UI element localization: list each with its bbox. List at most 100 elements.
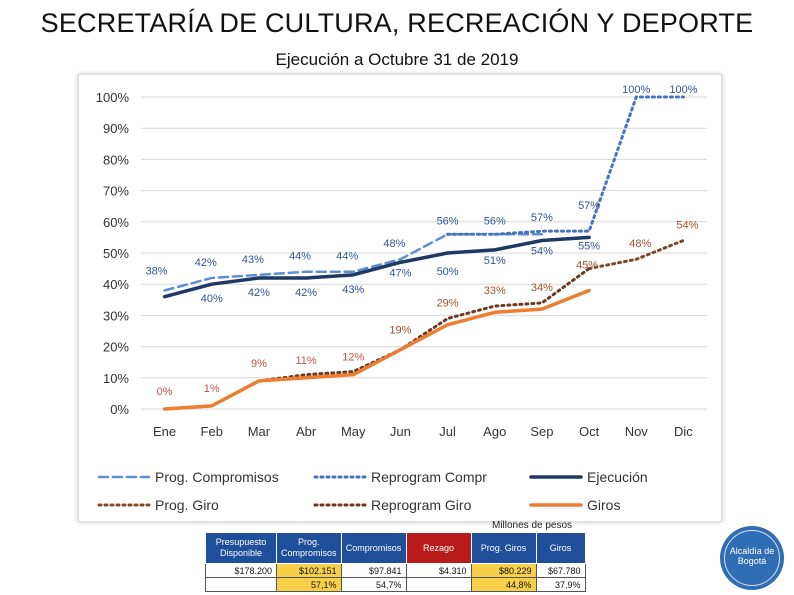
ejecucion-data-label: 40% bbox=[201, 293, 223, 305]
summary-header-row: Presupuesto Disponible Prog. Compromisos… bbox=[205, 532, 586, 564]
y-axis-ticks: 0% 10% 20% 30% 40% 50% 60% 70% 80% 90% 100% bbox=[96, 90, 130, 417]
prog-giro-legend-label: Prog. Giro bbox=[155, 497, 219, 513]
units-note: Millones de pesos bbox=[492, 520, 573, 531]
prog-compromisos-data-label: 42% bbox=[195, 257, 217, 269]
x-tick-label: Sep bbox=[530, 424, 553, 439]
reprogram-compro-legend-label: Reprogram Compr bbox=[371, 469, 487, 485]
reprogram-giro-legend-label: Reprogram Giro bbox=[371, 497, 472, 513]
y-tick-label: 10% bbox=[103, 371, 129, 386]
prog-compromisos-data-label: 48% bbox=[383, 238, 405, 250]
reprogram-compro-data-label: 100% bbox=[622, 84, 650, 96]
reprogram-giro-line bbox=[163, 267, 591, 411]
y-tick-label: 0% bbox=[110, 402, 129, 417]
ejecucion-data-label: 51% bbox=[484, 255, 506, 267]
x-tick-label: Jul bbox=[439, 424, 456, 439]
ejecucion-data-label: 42% bbox=[295, 287, 317, 299]
prog-compromisos-data-label: 44% bbox=[336, 251, 358, 263]
x-tick-label: Ene bbox=[153, 424, 176, 439]
y-tick-label: 90% bbox=[103, 121, 129, 136]
y-tick-label: 100% bbox=[96, 90, 130, 105]
ejecucion-data-label: 42% bbox=[248, 287, 270, 299]
x-tick-label: May bbox=[341, 424, 366, 439]
percent-prog-compromisos: 57,1% bbox=[276, 577, 342, 592]
header-prog-giros: Prog. Giros bbox=[470, 532, 537, 564]
x-tick-label: Oct bbox=[579, 424, 600, 439]
header-giros: Giros bbox=[535, 532, 586, 564]
giros-data-label: 11% bbox=[295, 355, 316, 367]
page-subtitle: Ejecución a Octubre 31 de 2019 bbox=[275, 50, 519, 69]
value-presupuesto: $178.200 bbox=[205, 563, 277, 578]
percent-prog-giros: 44,8% bbox=[470, 577, 537, 592]
header-compromisos: Compromisos bbox=[340, 532, 407, 564]
summary-values-row: $178.200 $102.151 $97.841 $4.310 $80.229… bbox=[205, 563, 586, 578]
ejecucion-data-label: 55% bbox=[578, 240, 600, 252]
y-tick-label: 50% bbox=[103, 246, 129, 261]
ejecucion-data-label: 54% bbox=[531, 246, 553, 258]
prog-giro-line bbox=[587, 239, 685, 271]
value-rezago: $4.310 bbox=[405, 563, 472, 578]
value-compromisos: $97.841 bbox=[340, 563, 407, 578]
chart-grid bbox=[141, 96, 707, 410]
page-title: SECRETARÍA DE CULTURA, RECREACIÓN Y DEPO… bbox=[40, 8, 754, 38]
percent-presupuesto bbox=[205, 577, 277, 592]
ejecucion-data-label: 50% bbox=[437, 266, 459, 278]
header-prog-compromisos: Prog. Compromisos bbox=[276, 532, 342, 564]
y-tick-label: 40% bbox=[103, 277, 129, 292]
reprogram-giro-data-label: 33% bbox=[484, 285, 506, 297]
prog-compromisos-legend-label: Prog. Compromisos bbox=[155, 469, 279, 485]
series-lines bbox=[162, 95, 685, 411]
y-tick-label: 20% bbox=[103, 340, 129, 355]
chart-panel: 0% 10% 20% 30% 40% 50% 60% 70% 80% 90% 100% Ene Feb… bbox=[78, 74, 722, 522]
logo-ring bbox=[724, 530, 780, 586]
ejecucion-line bbox=[162, 235, 591, 299]
reprogram-compro-data-label: 56% bbox=[437, 215, 459, 227]
reprogram-compro-data-label: 57% bbox=[578, 200, 600, 212]
ejecucion-data-label: 43% bbox=[342, 284, 364, 296]
prog-giro-data-label: 48% bbox=[629, 238, 651, 250]
x-axis-ticks: Ene Feb Mar Abr May Jun Jul Ago Sep Oct Nov Dic bbox=[153, 424, 693, 439]
percent-giros: 37,9% bbox=[535, 577, 586, 592]
reprogram-compro-data-label: 56% bbox=[484, 215, 506, 227]
giros-data-label: 9% bbox=[251, 358, 267, 370]
giros-data-label: 1% bbox=[204, 383, 220, 395]
summary-percent-row: 57,1% 54,7% 44,8% 37,9% bbox=[205, 577, 586, 592]
alcaldia-logo: Alcaldía de Bogotá bbox=[720, 526, 784, 590]
x-tick-label: Abr bbox=[296, 424, 317, 439]
prog-giro-data-label: 54% bbox=[676, 220, 698, 232]
logo-text: Alcaldía de Bogotá bbox=[729, 546, 775, 566]
x-tick-label: Nov bbox=[625, 424, 649, 439]
chart-legend: Prog. Compromisos Reprogram Compr Ejecució… bbox=[97, 469, 648, 513]
reprogram-giro-data-label: 29% bbox=[437, 298, 459, 310]
percent-rezago bbox=[405, 577, 472, 592]
reprogram-compro-line bbox=[446, 95, 685, 236]
y-tick-label: 80% bbox=[103, 152, 129, 167]
value-prog-giros: $80.229 bbox=[470, 563, 537, 578]
giros-legend-label: Giros bbox=[587, 497, 620, 513]
data-labels: 38% 42% 43% 44% 44% 48% 56% 56% 57% 57% 100% 100% 40… bbox=[146, 84, 699, 398]
reprogram-compro-data-label: 100% bbox=[669, 84, 697, 96]
x-tick-label: Mar bbox=[248, 424, 271, 439]
x-tick-label: Dic bbox=[674, 424, 693, 439]
header-rezago: Rezago bbox=[405, 532, 472, 564]
prog-compromisos-data-label: 43% bbox=[242, 254, 264, 266]
x-tick-label: Feb bbox=[201, 424, 223, 439]
y-tick-label: 60% bbox=[103, 215, 129, 230]
giros-data-label: 12% bbox=[342, 352, 364, 364]
prog-giro-data-label: 45% bbox=[576, 260, 598, 272]
summary-table: Presupuesto Disponible Prog. Compromisos… bbox=[205, 532, 586, 592]
line-chart: 0% 10% 20% 30% 40% 50% 60% 70% 80% 90% 100% Ene Feb… bbox=[96, 84, 707, 513]
percent-compromisos: 54,7% bbox=[340, 577, 407, 592]
ejecucion-legend-label: Ejecución bbox=[587, 469, 648, 485]
prog-compromisos-data-label: 38% bbox=[146, 265, 168, 277]
header-presupuesto: Presupuesto Disponible bbox=[205, 532, 277, 564]
x-tick-label: Ago bbox=[483, 424, 506, 439]
reprogram-giro-data-label: 34% bbox=[531, 282, 553, 294]
value-prog-compromisos: $102.151 bbox=[276, 563, 342, 578]
prog-compromisos-data-label: 44% bbox=[289, 251, 311, 263]
reprogram-giro-data-label: 19% bbox=[389, 325, 411, 337]
giros-line bbox=[162, 288, 591, 411]
ejecucion-data-label: 47% bbox=[389, 267, 411, 279]
reprogram-compro-data-label: 57% bbox=[531, 212, 553, 224]
x-tick-label: Jun bbox=[390, 424, 411, 439]
y-tick-label: 30% bbox=[103, 308, 129, 323]
